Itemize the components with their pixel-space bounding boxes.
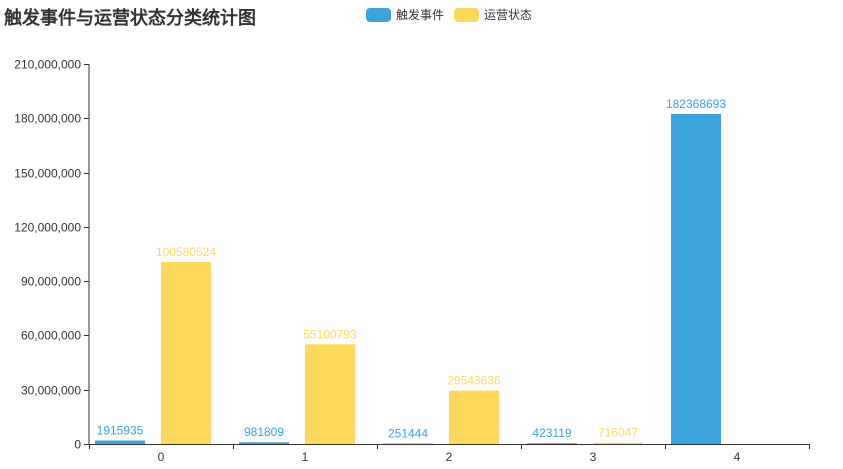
x-tick-label: 4 xyxy=(734,450,741,464)
legend-swatch-series-0 xyxy=(366,7,391,22)
y-tick-label: 60,000,000 xyxy=(21,329,81,343)
data-label-series-0-cat-1: 981809 xyxy=(244,425,284,439)
bar-series-1-cat-1[interactable] xyxy=(305,344,355,444)
chart-title: 触发事件与运营状态分类统计图 xyxy=(4,8,256,29)
bar-series-1-cat-2[interactable] xyxy=(449,390,499,444)
y-tick-label: 210,000,000 xyxy=(14,58,81,72)
bar-series-1-cat-0[interactable] xyxy=(161,261,211,444)
y-tick-label: 0 xyxy=(74,438,81,452)
bar-series-1-cat-3[interactable] xyxy=(593,442,643,444)
bars xyxy=(95,113,721,444)
bar-series-0-cat-4[interactable] xyxy=(671,113,721,444)
x-tick-label: 1 xyxy=(302,450,309,464)
y-tick-label: 30,000,000 xyxy=(21,384,81,398)
data-label-series-1-cat-2: 29543636 xyxy=(447,374,501,388)
legend-swatch-series-1 xyxy=(454,7,480,22)
bar-series-0-cat-3[interactable] xyxy=(527,443,577,444)
y-tick-label: 150,000,000 xyxy=(14,167,81,181)
data-label-series-0-cat-2: 251444 xyxy=(388,427,428,441)
data-label-series-0-cat-3: 423119 xyxy=(532,426,571,440)
data-label-series-0-cat-0: 1915935 xyxy=(97,424,144,438)
data-label-series-1-cat-0: 100580524 xyxy=(156,245,216,259)
legend: 触发事件 运营状态 xyxy=(366,6,542,23)
y-tick-label: 90,000,000 xyxy=(21,275,81,289)
data-label-series-1-cat-1: 55100793 xyxy=(303,327,357,341)
x-tick-label: 2 xyxy=(446,450,453,464)
y-tick-label: 180,000,000 xyxy=(14,112,81,126)
legend-item-series-0[interactable]: 触发事件 xyxy=(366,6,444,23)
x-tick-label: 0 xyxy=(158,450,165,464)
legend-label-series-0: 触发事件 xyxy=(396,8,445,22)
y-tick-label: 120,000,000 xyxy=(14,221,81,235)
bar-series-0-cat-0[interactable] xyxy=(95,440,145,444)
x-axis: 0 1 2 3 4 xyxy=(89,444,810,464)
bar-series-0-cat-1[interactable] xyxy=(239,442,289,444)
data-label-series-0-cat-4: 182368693 xyxy=(666,97,726,111)
legend-label-series-1: 运营状态 xyxy=(484,8,533,22)
data-labels: 1915935 981809 251444 423119 182368693 100580… xyxy=(97,97,727,441)
y-axis: 0 30,000,000 60,000,000 90,000,000 120,000,0… xyxy=(14,58,90,452)
data-label-series-1-cat-3: 716047 xyxy=(598,426,638,440)
x-tick-label: 3 xyxy=(590,450,597,464)
legend-item-series-1[interactable]: 运营状态 xyxy=(454,6,532,23)
